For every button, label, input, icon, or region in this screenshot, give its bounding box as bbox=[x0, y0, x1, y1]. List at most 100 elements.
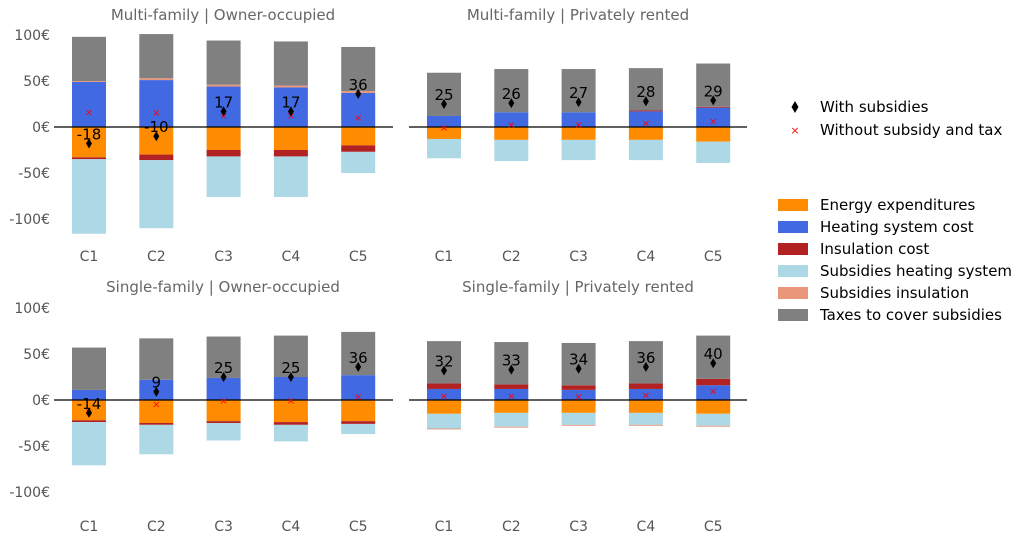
x-tick-label: C3 bbox=[569, 519, 588, 535]
bar-sub-heating bbox=[206, 423, 241, 441]
bar-energy bbox=[341, 400, 376, 422]
value-label: -14 bbox=[77, 395, 102, 413]
bar-heating bbox=[696, 385, 731, 400]
bar-energy bbox=[696, 127, 731, 142]
bar-insulation bbox=[628, 383, 663, 389]
y-tick-label: -100€ bbox=[9, 212, 50, 228]
without-subsidy-marker: × bbox=[709, 116, 717, 127]
without-subsidy-marker: × bbox=[642, 390, 650, 401]
bar-taxes bbox=[206, 40, 241, 85]
bar-sub-heating bbox=[273, 156, 308, 197]
bar-energy bbox=[273, 127, 308, 150]
legend-swatch-taxes bbox=[778, 309, 808, 321]
bar-insulation bbox=[341, 421, 376, 424]
bar-sub-heating bbox=[139, 424, 174, 455]
with-subsidies-marker bbox=[153, 386, 160, 397]
y-tick-label: 50€ bbox=[23, 347, 50, 363]
without-subsidy-marker: × bbox=[574, 392, 582, 403]
value-label: -10 bbox=[144, 118, 169, 136]
legend-label: Taxes to cover subsidies bbox=[819, 306, 1002, 324]
value-label: 28 bbox=[636, 83, 655, 101]
bar-heating bbox=[427, 388, 461, 400]
bar-sub-heating bbox=[72, 422, 106, 466]
bar-taxes bbox=[273, 335, 308, 377]
value-label: 40 bbox=[704, 345, 723, 363]
with-subsidies-marker bbox=[575, 97, 582, 108]
x-tick-label: C1 bbox=[435, 519, 454, 535]
legend-label: Energy expenditures bbox=[820, 196, 976, 214]
legend-with-subsidies-marker bbox=[791, 101, 799, 113]
bar-sub-heating bbox=[139, 160, 174, 229]
bar-energy bbox=[561, 400, 596, 413]
bar-sub-heating bbox=[341, 151, 376, 173]
without-subsidy-marker: × bbox=[354, 113, 362, 124]
bar-sub-heating bbox=[628, 139, 663, 161]
bar-heating bbox=[72, 389, 106, 400]
bar-insulation bbox=[273, 150, 308, 157]
value-label: 25 bbox=[281, 359, 300, 377]
bar-taxes bbox=[206, 336, 241, 378]
bar-insulation bbox=[696, 378, 731, 386]
panel-title: Multi-family | Privately rented bbox=[467, 6, 689, 24]
bar-insulation bbox=[494, 384, 529, 389]
with-subsidies-marker bbox=[153, 131, 160, 142]
value-label: 32 bbox=[434, 353, 453, 371]
bar-sub-insulation bbox=[628, 424, 663, 426]
bar-sub-insulation bbox=[561, 424, 596, 426]
x-tick-label: C4 bbox=[282, 519, 301, 535]
bar-energy bbox=[494, 127, 529, 140]
chart-legend: With subsidies × Without subsidy and tax En… bbox=[778, 98, 1012, 324]
bar-sub-insulation bbox=[72, 81, 106, 82]
y-tick-label: -100€ bbox=[9, 485, 50, 501]
x-tick-label: C3 bbox=[214, 249, 233, 265]
x-tick-label: C1 bbox=[435, 249, 454, 265]
chart-panel-3: Single-family | Owner-occupied 100€ 50€ 0€ -… bbox=[9, 278, 393, 535]
bar-insulation bbox=[139, 423, 174, 425]
y-tick-label: 50€ bbox=[23, 74, 50, 90]
bar-taxes bbox=[139, 34, 174, 79]
y-tick-label: 0€ bbox=[32, 120, 50, 136]
without-subsidy-marker: × bbox=[152, 108, 160, 119]
value-label: 25 bbox=[214, 359, 233, 377]
without-subsidy-marker: × bbox=[440, 123, 448, 134]
bar-taxes bbox=[341, 46, 376, 92]
value-label: 17 bbox=[281, 93, 300, 111]
with-subsidies-marker bbox=[642, 361, 649, 372]
x-tick-label: C1 bbox=[80, 519, 99, 535]
value-label: 17 bbox=[214, 93, 233, 111]
bar-taxes bbox=[494, 342, 529, 385]
bar-insulation bbox=[696, 106, 731, 108]
x-tick-label: C2 bbox=[502, 249, 521, 265]
panel-title: Single-family | Privately rented bbox=[462, 278, 694, 296]
bar-sub-heating bbox=[696, 413, 731, 426]
with-subsidies-marker bbox=[575, 363, 582, 374]
legend-label: Heating system cost bbox=[820, 218, 974, 236]
bar-taxes bbox=[427, 341, 461, 384]
x-tick-label: C5 bbox=[704, 249, 723, 265]
x-tick-label: C3 bbox=[569, 249, 588, 265]
bar-energy bbox=[628, 400, 663, 413]
bar-taxes bbox=[72, 347, 106, 390]
bar-heating bbox=[273, 377, 308, 400]
bar-sub-heating bbox=[427, 413, 461, 429]
bar-insulation bbox=[628, 110, 663, 112]
value-label: 27 bbox=[569, 84, 588, 102]
value-label: 29 bbox=[704, 82, 723, 100]
bar-sub-heating bbox=[696, 141, 731, 163]
x-tick-label: C2 bbox=[502, 519, 521, 535]
with-subsidies-marker bbox=[441, 365, 447, 376]
with-subsidies-marker bbox=[355, 361, 362, 372]
value-label: 25 bbox=[434, 86, 453, 104]
bar-heating bbox=[561, 389, 596, 400]
chart-panel-4: Single-family | Privately rented C1 C2 C3 C4… bbox=[409, 278, 747, 535]
without-subsidy-marker: × bbox=[709, 387, 717, 398]
x-tick-label: C2 bbox=[147, 249, 166, 265]
bar-insulation bbox=[139, 154, 174, 161]
bar-energy bbox=[427, 127, 461, 139]
without-subsidy-marker: × bbox=[574, 120, 582, 131]
bar-sub-heating bbox=[341, 423, 376, 435]
bar-sub-heating bbox=[561, 412, 596, 425]
bar-heating bbox=[494, 112, 529, 127]
without-subsidy-marker: × bbox=[440, 391, 448, 402]
